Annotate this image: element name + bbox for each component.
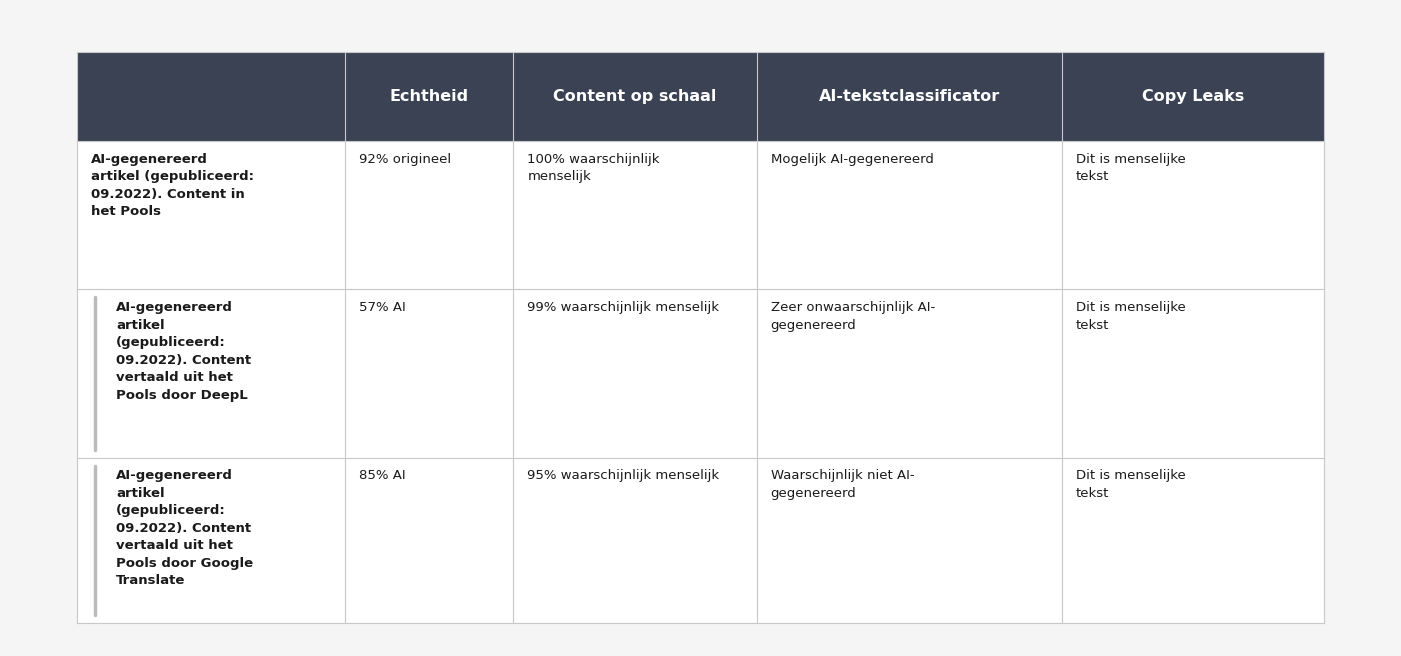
Text: Content op schaal: Content op schaal xyxy=(553,89,717,104)
Text: AI-gegenereerd
artikel
(gepubliceerd:
09.2022). Content
vertaald uit het
Pools d: AI-gegenereerd artikel (gepubliceerd: 09… xyxy=(116,301,251,401)
Bar xyxy=(77,52,1324,623)
Bar xyxy=(77,458,1324,623)
Bar xyxy=(77,289,1324,458)
Text: 85% AI: 85% AI xyxy=(359,470,406,483)
Text: Copy Leaks: Copy Leaks xyxy=(1142,89,1244,104)
Text: 99% waarschijnlijk menselijk: 99% waarschijnlijk menselijk xyxy=(527,301,720,314)
Text: Zeer onwaarschijnlijk AI-
gegenereerd: Zeer onwaarschijnlijk AI- gegenereerd xyxy=(771,301,934,332)
Text: Mogelijk AI-gegenereerd: Mogelijk AI-gegenereerd xyxy=(771,153,933,166)
Text: AI-gegenereerd
artikel
(gepubliceerd:
09.2022). Content
vertaald uit het
Pools d: AI-gegenereerd artikel (gepubliceerd: 09… xyxy=(116,470,254,588)
Text: Dit is menselijke
tekst: Dit is menselijke tekst xyxy=(1076,301,1185,332)
Text: Dit is menselijke
tekst: Dit is menselijke tekst xyxy=(1076,153,1185,183)
Text: 57% AI: 57% AI xyxy=(359,301,406,314)
Text: 100% waarschijnlijk
menselijk: 100% waarschijnlijk menselijk xyxy=(527,153,660,183)
Bar xyxy=(77,52,1324,141)
Text: Echtheid: Echtheid xyxy=(389,89,469,104)
Text: Dit is menselijke
tekst: Dit is menselijke tekst xyxy=(1076,470,1185,500)
Bar xyxy=(77,141,1324,289)
Text: 95% waarschijnlijk menselijk: 95% waarschijnlijk menselijk xyxy=(527,470,720,483)
Text: AI-gegenereerd
artikel (gepubliceerd:
09.2022). Content in
het Pools: AI-gegenereerd artikel (gepubliceerd: 09… xyxy=(91,153,254,218)
Text: AI-tekstclassificator: AI-tekstclassificator xyxy=(818,89,1000,104)
Text: Waarschijnlijk niet AI-
gegenereerd: Waarschijnlijk niet AI- gegenereerd xyxy=(771,470,915,500)
Text: 92% origineel: 92% origineel xyxy=(359,153,451,166)
